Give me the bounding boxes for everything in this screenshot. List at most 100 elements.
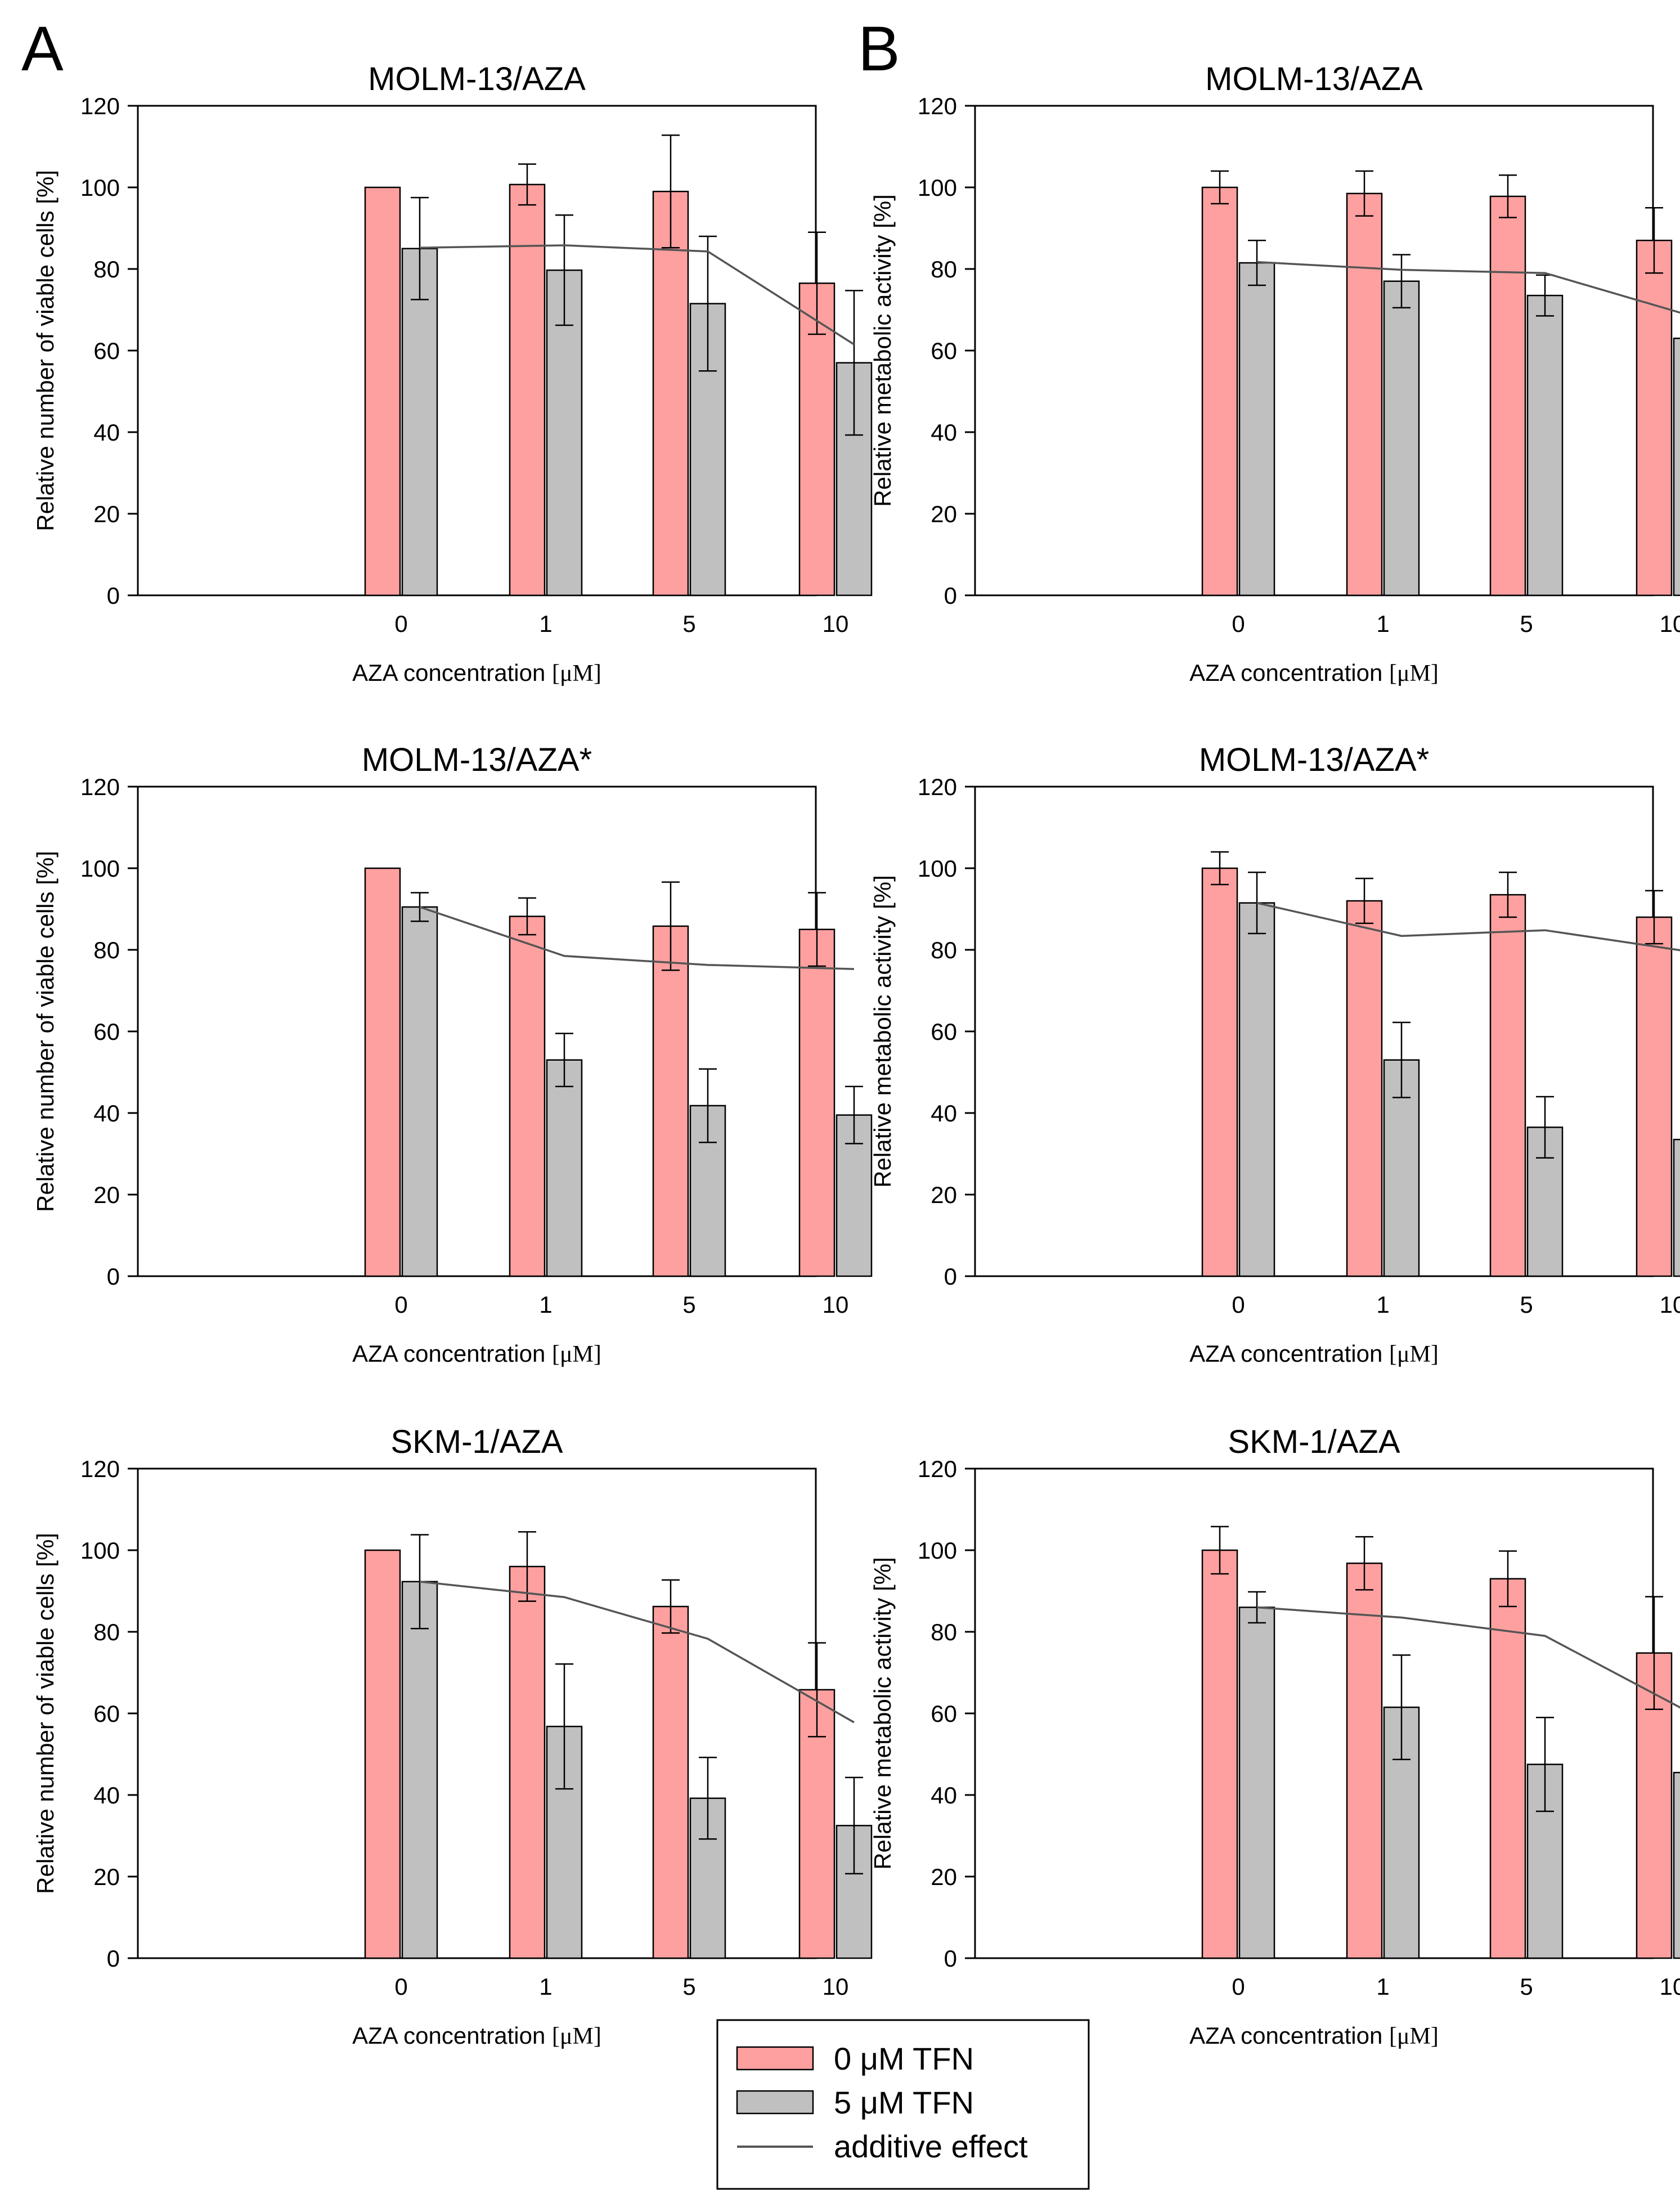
y-axis-label: Relative metabolic activity [%]	[869, 194, 896, 507]
bar-tfn0	[1201, 867, 1238, 1277]
legend-label-tfn5: 5 μM TFN	[834, 2085, 974, 2120]
x-tick-label: 10	[823, 1291, 849, 1318]
x-tick-label: 5	[1520, 1291, 1533, 1318]
bar-tfn5	[401, 1581, 438, 1959]
y-tick-label: 120	[80, 774, 120, 800]
bar-tfn0	[1201, 186, 1238, 596]
bar-tfn5-error	[555, 1033, 573, 1088]
y-tick-label: 20	[93, 1864, 120, 1890]
bar-tfn5	[1673, 338, 1680, 596]
x-tick-label: 0	[1232, 1291, 1245, 1318]
bar-tfn0	[1346, 900, 1383, 1277]
y-tick-label: 0	[944, 1945, 957, 1972]
bar-tfn0	[798, 928, 835, 1277]
y-tick-label: 40	[93, 419, 120, 446]
bar-tfn0-error	[1645, 890, 1663, 945]
bar-tfn5-error	[845, 290, 863, 436]
x-axis-label-unit: [μM]	[552, 661, 601, 686]
additive-line	[1256, 901, 1680, 952]
y-tick-label: 60	[93, 1018, 120, 1045]
bar-tfn0-error	[662, 881, 680, 971]
x-tick-label: 10	[1660, 1973, 1680, 2000]
y-axis-label: Relative number of viable cells [%]	[32, 1533, 59, 1894]
bar-tfn0-error	[1355, 170, 1373, 217]
x-axis-label-unit: [μM]	[552, 2023, 601, 2049]
y-tick-label: 0	[107, 1945, 120, 1972]
y-tick-label: 120	[918, 93, 957, 119]
additive-line	[419, 244, 855, 345]
bar-tfn5	[1383, 280, 1420, 596]
y-tick-label: 20	[93, 501, 120, 527]
bar-tfn5-error	[411, 196, 429, 300]
legend-label-additive: additive effect	[834, 2129, 1028, 2164]
y-tick-label: 120	[918, 774, 957, 800]
bar-tfn0	[1636, 240, 1673, 596]
bar-tfn0	[652, 191, 689, 596]
legend: 0 μM TFN 5 μM TFN additive effect	[716, 2019, 1090, 2190]
bar-tfn0-error	[808, 892, 826, 967]
bar-tfn5	[1238, 1606, 1275, 1959]
bar-tfn5	[1238, 262, 1275, 596]
y-tick-label: 20	[931, 1864, 957, 1890]
bar-tfn5-error	[1392, 1021, 1411, 1098]
x-tick-label: 0	[394, 1973, 407, 2000]
x-tick-label: 5	[682, 611, 695, 637]
bar-tfn0-error	[518, 1531, 536, 1602]
bar-tfn0	[1489, 894, 1526, 1277]
bar-tfn5-error	[555, 214, 573, 326]
bar-tfn0-error	[1645, 1596, 1663, 1710]
y-tick-label: 20	[931, 1182, 957, 1208]
y-axis-label: Relative metabolic activity [%]	[869, 875, 896, 1188]
bar-tfn5-error	[1536, 1717, 1554, 1812]
x-tick-label: 5	[1520, 1973, 1533, 2000]
x-axis-label-text: AZA concentration	[1189, 2022, 1389, 2049]
bar-tfn0-error	[1211, 170, 1229, 205]
y-tick-label: 80	[93, 937, 120, 963]
y-tick-label: 100	[918, 174, 957, 201]
x-axis-label: AZA concentration [μM]	[1189, 1340, 1439, 1367]
bar-tfn0-error	[662, 1579, 680, 1634]
bar-tfn0	[509, 183, 546, 596]
bar-tfn0-error	[808, 231, 826, 335]
y-tick-label: 40	[93, 1100, 120, 1127]
y-tick-label: 120	[918, 1456, 957, 1482]
bar-tfn5-error	[699, 235, 717, 372]
x-tick-label: 10	[823, 611, 849, 637]
y-tick-label: 40	[931, 1782, 957, 1808]
y-tick-label: 120	[80, 1456, 120, 1482]
x-axis-label-text: AZA concentration	[352, 659, 552, 686]
bar-tfn5-error	[1536, 1096, 1554, 1159]
x-axis-label-unit: [μM]	[552, 1341, 601, 1367]
x-axis-label-unit: [μM]	[1389, 1341, 1439, 1367]
bar-tfn5-error	[699, 1757, 717, 1840]
legend-swatch-tfn0	[736, 2046, 814, 2071]
bar-tfn0	[1489, 195, 1526, 596]
bar-tfn0-error	[1645, 207, 1663, 274]
x-tick-label: 0	[394, 611, 407, 637]
x-axis-label: AZA concentration [μM]	[352, 1340, 601, 1367]
y-tick-label: 40	[931, 1100, 957, 1127]
x-axis-label-text: AZA concentration	[352, 2022, 552, 2049]
panel-label-b: B	[858, 14, 900, 84]
x-tick-label: 5	[1520, 611, 1533, 637]
y-tick-label: 100	[918, 855, 957, 882]
y-tick-label: 100	[918, 1537, 957, 1564]
x-axis-label-unit: [μM]	[1389, 2023, 1439, 2049]
y-tick-label: 40	[931, 419, 957, 446]
chart-title: MOLM-13/AZA*	[362, 742, 592, 778]
bar-tfn0	[509, 1565, 546, 1959]
bar-tfn5	[1673, 1138, 1680, 1277]
x-tick-label: 1	[539, 611, 552, 637]
bar-tfn5-error	[699, 1068, 717, 1143]
bar-tfn5	[546, 1059, 583, 1277]
y-tick-label: 80	[931, 256, 957, 282]
bar-tfn0-error	[518, 897, 536, 936]
x-axis-label-text: AZA concentration	[352, 1340, 552, 1367]
y-tick-label: 80	[93, 256, 120, 282]
y-axis-label: Relative number of viable cells [%]	[32, 170, 59, 531]
x-tick-label: 0	[1232, 611, 1245, 637]
